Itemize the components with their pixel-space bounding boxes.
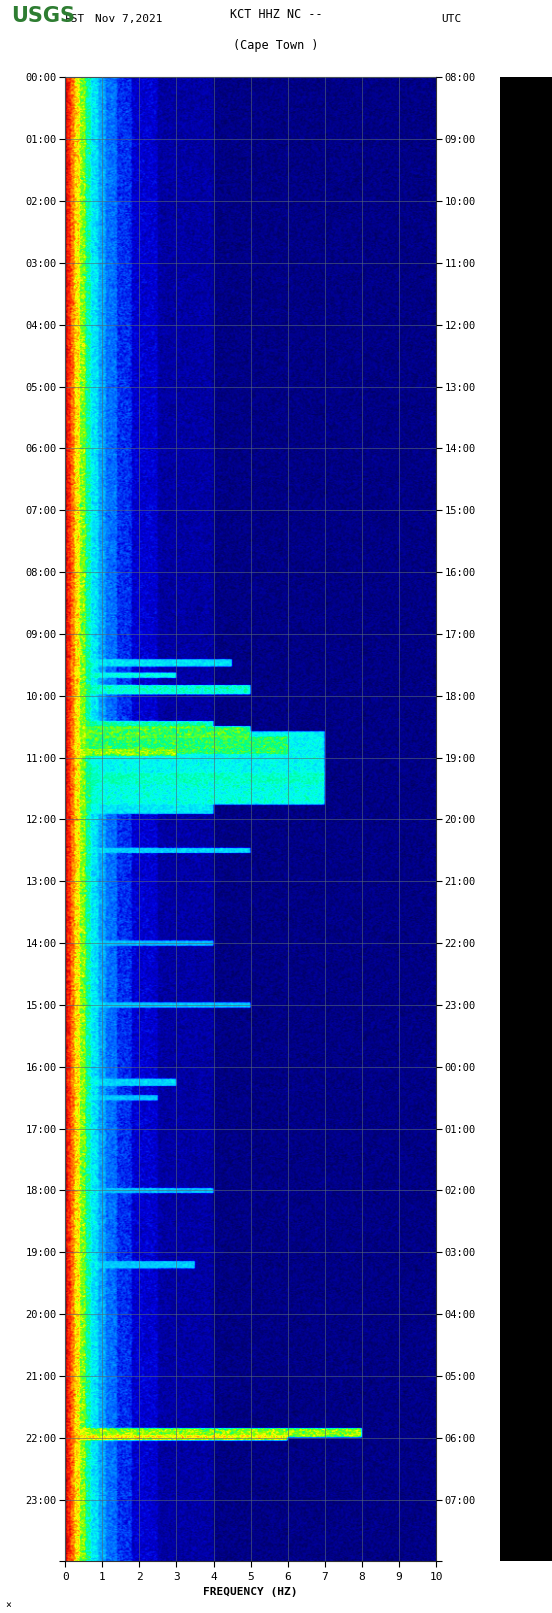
- Text: KCT HHZ NC --: KCT HHZ NC --: [230, 8, 322, 21]
- X-axis label: FREQUENCY (HZ): FREQUENCY (HZ): [203, 1587, 298, 1597]
- Text: UTC: UTC: [442, 15, 462, 24]
- Text: USGS: USGS: [11, 6, 75, 26]
- Text: Nov 7,2021: Nov 7,2021: [95, 15, 163, 24]
- Text: ×: ×: [6, 1600, 12, 1610]
- Text: (Cape Town ): (Cape Town ): [233, 39, 319, 52]
- Text: PST: PST: [65, 15, 86, 24]
